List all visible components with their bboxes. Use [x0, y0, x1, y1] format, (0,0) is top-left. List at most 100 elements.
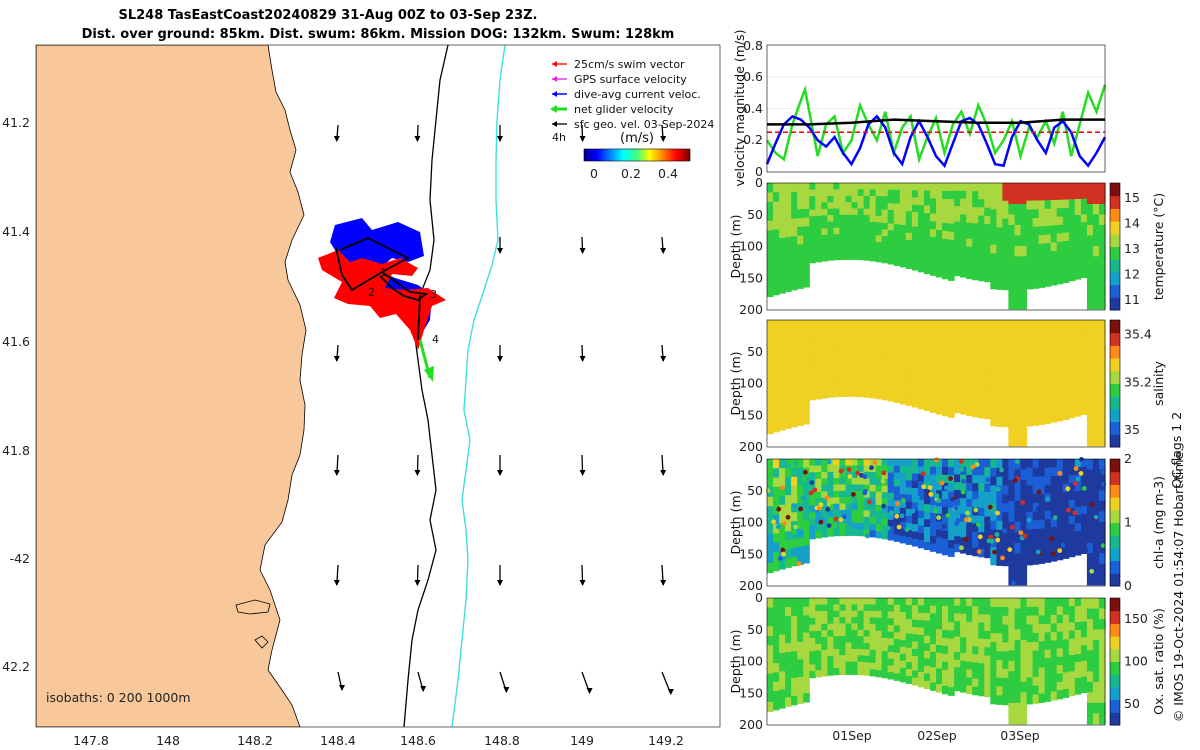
section-cell: [1026, 598, 1034, 608]
chl-sample-dot: [919, 495, 925, 501]
section-cell: [1050, 208, 1058, 218]
section-cell: [899, 320, 907, 328]
section-cell: [942, 183, 949, 192]
section-cell: [1044, 553, 1052, 563]
chl-sample-dot: [833, 516, 839, 522]
chl-sample-dot: [973, 507, 979, 513]
section-cell: [930, 621, 937, 630]
section-cell: [1020, 608, 1028, 620]
section-cell: [857, 189, 865, 197]
section-cell: [773, 385, 780, 395]
section-cell: [1002, 633, 1009, 643]
section-cell: [887, 499, 895, 507]
island-schouten: [235, 599, 271, 615]
section-y-tick: 50: [747, 344, 763, 359]
section-cell: [815, 215, 822, 223]
section-cell: [797, 633, 804, 643]
section-cell: [942, 606, 949, 615]
section-cell: [1099, 713, 1106, 725]
section-cell: [911, 370, 919, 379]
section-cell: [821, 339, 828, 347]
section-cell: [1032, 372, 1040, 382]
isobath-1000m: [451, 45, 506, 727]
section-cell: [1050, 354, 1058, 364]
section-cell: [863, 497, 871, 505]
chl-sample-dot: [869, 465, 874, 471]
section-cell: [821, 358, 828, 366]
section-cell: [996, 408, 1003, 418]
section-cell: [930, 613, 937, 622]
section-cell: [978, 256, 985, 265]
section-cell: [990, 598, 997, 608]
colorbar-segment: [1110, 522, 1120, 536]
section-cell: [875, 485, 883, 493]
section-cell: [833, 490, 840, 498]
section-cell: [923, 327, 931, 336]
velocity-y-tick: 0.2: [743, 132, 763, 147]
velocity-gridlines: [767, 76, 1105, 141]
section-cell: [773, 285, 780, 296]
section-cell: [1086, 692, 1094, 704]
section-cell: [1008, 650, 1015, 662]
section-cell: [923, 504, 931, 513]
section-cell: [845, 332, 853, 340]
section-cell: [809, 657, 816, 665]
section-cell: [1026, 485, 1034, 495]
section-cell: [1002, 399, 1009, 410]
section-cell: [779, 653, 786, 663]
section-cell: [954, 366, 961, 375]
section-cell: [1020, 563, 1028, 575]
section-cell: [1044, 658, 1052, 668]
section-cell: [779, 238, 786, 248]
section-cell: [1008, 563, 1015, 575]
section-cell: [936, 320, 943, 329]
section-cell: [966, 621, 973, 631]
section-cell: [1086, 500, 1094, 512]
section-cell: [1014, 245, 1022, 257]
section-cell: [839, 636, 846, 644]
section-cell: [791, 678, 798, 688]
chl-sample-dot: [941, 524, 947, 529]
section-cell: [1068, 459, 1076, 468]
section-cell: [863, 523, 871, 531]
section-cell: [791, 355, 798, 366]
section-cell: [785, 616, 792, 626]
section-cell: [936, 668, 943, 677]
chl-sample-dot: [880, 478, 886, 484]
section-cell: [839, 604, 846, 612]
section-cell: [948, 368, 955, 378]
section-cell: [984, 680, 991, 689]
section-cell: [779, 598, 786, 608]
section-cell: [990, 183, 997, 193]
chl-sample-dot: [888, 510, 894, 516]
section-cell: [1068, 240, 1076, 249]
section-cell: [845, 208, 853, 216]
section-cell: [863, 358, 871, 366]
section-cell: [893, 618, 901, 627]
section-cell: [1026, 372, 1034, 383]
section-cell: [767, 201, 774, 212]
section-cell: [917, 598, 925, 606]
section-cell: [821, 202, 828, 210]
colorbar-frame: [1109, 319, 1121, 448]
section-cell: [1002, 467, 1009, 478]
section-cell: [827, 228, 834, 235]
section-cell: [990, 227, 997, 237]
section-cell: [972, 255, 979, 265]
section-cell: [845, 661, 853, 669]
section-cell: [893, 646, 901, 654]
section-cell: [767, 616, 774, 627]
section-cell: [930, 651, 937, 661]
section-cell: [1056, 598, 1064, 607]
section-cell: [1020, 256, 1028, 268]
section-cell: [1092, 532, 1100, 544]
section-cell: [990, 485, 997, 495]
section-cell: [809, 624, 816, 632]
section-cell: [1014, 469, 1022, 481]
section-cell: [1092, 193, 1100, 205]
section-cell: [881, 353, 889, 361]
section-cell: [785, 679, 792, 689]
section-cell: [821, 241, 828, 249]
section-cell: [809, 216, 816, 224]
section-cell: [797, 372, 804, 382]
